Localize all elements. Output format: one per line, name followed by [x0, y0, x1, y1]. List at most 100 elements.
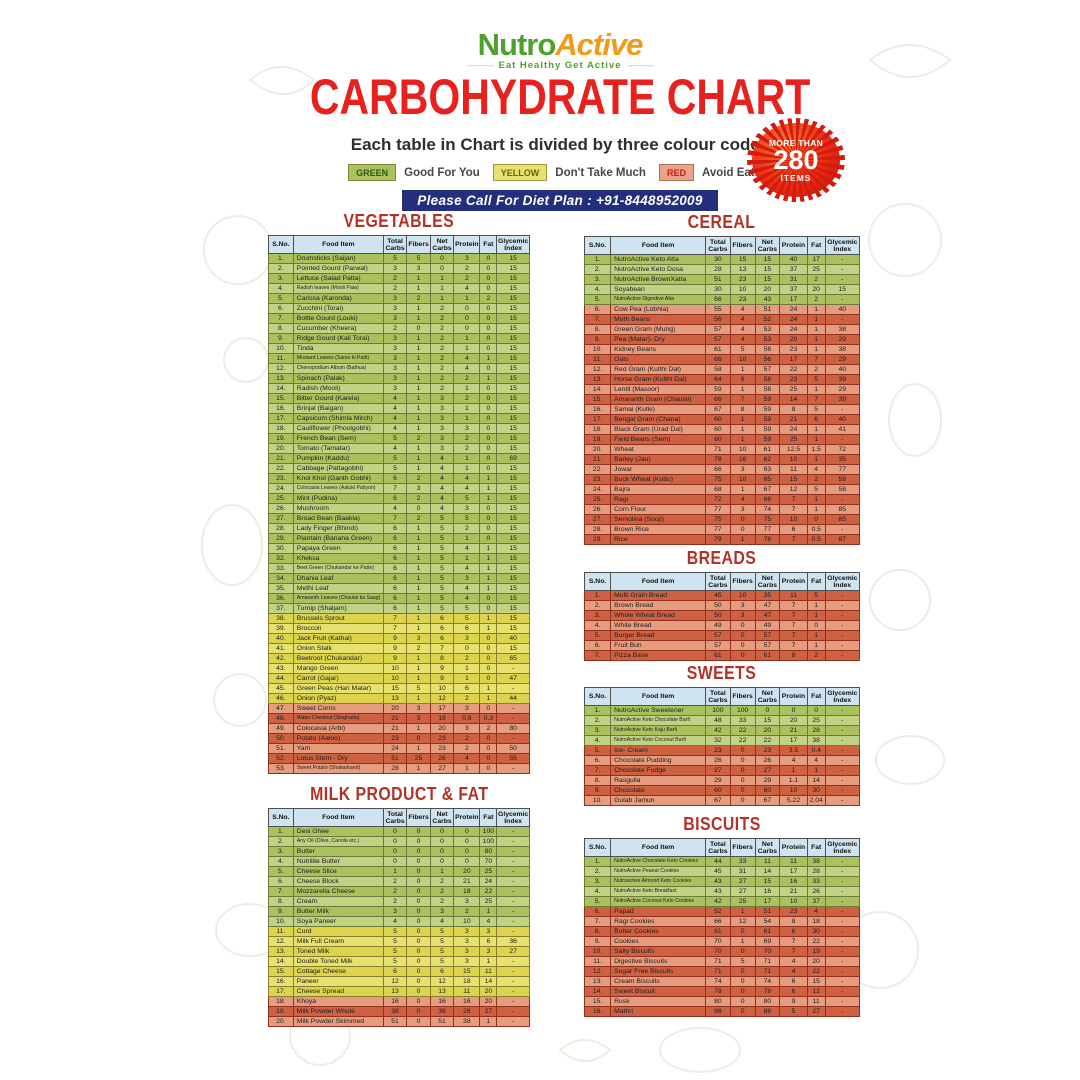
value-cell: 15: [496, 293, 530, 304]
value-cell: 27: [729, 876, 756, 887]
value-cell: 15: [496, 573, 530, 584]
food-item-cell: Tinda: [292, 343, 384, 354]
value-cell: -: [496, 996, 530, 1007]
value-cell: 75: [705, 474, 731, 485]
value-cell: 32: [705, 735, 731, 746]
value-cell: 4: [453, 583, 481, 594]
table-row: 1. NutroActive Sweetener 100 100 0 0 0-: [583, 705, 861, 716]
food-item-cell: Capsicum (Shimla Mirch): [292, 413, 384, 424]
table-row: 37. Turnip (Shaljam) 6 1 5 5 0 15: [268, 603, 530, 614]
value-cell: 9: [429, 663, 455, 674]
value-cell: 2: [806, 294, 826, 305]
food-item-cell: Potato (Aaloo): [292, 733, 384, 744]
value-cell: 15: [496, 463, 530, 474]
food-item-cell: Black Gram (Urad Dal): [610, 424, 706, 435]
value-cell: 47.: [268, 703, 294, 714]
food-item-cell: Sweet Potato (Shakarkand): [292, 763, 384, 774]
value-cell: -: [496, 703, 530, 714]
value-cell: 72: [824, 444, 861, 455]
header-row: S.No. Food Item Total Carbs Fibers Net Carbs…: [583, 838, 861, 857]
value-cell: 23: [779, 374, 808, 385]
column-header: Glycemic Index: [824, 572, 861, 591]
value-cell: 31: [729, 866, 756, 877]
column-header: Fibers: [729, 687, 756, 706]
value-cell: 4.: [268, 283, 294, 294]
table-row: 23. Buck Wheat (Kuttu) 75 10 65 15 2 58: [583, 474, 861, 485]
column-header: Fibers: [729, 838, 756, 857]
value-cell: 0: [729, 745, 756, 756]
value-cell: 1: [806, 504, 826, 515]
value-cell: 80: [479, 846, 498, 857]
value-cell: 27: [754, 765, 781, 776]
column-header: Protein: [779, 236, 808, 255]
value-cell: 57: [754, 640, 781, 651]
value-cell: 1: [479, 583, 498, 594]
value-cell: 87: [824, 534, 861, 545]
value-cell: 0: [729, 1006, 756, 1017]
value-cell: 10: [453, 916, 481, 927]
value-cell: 15: [496, 643, 530, 654]
food-item-cell: Brown Rice: [610, 524, 706, 535]
value-cell: 2: [382, 886, 408, 897]
value-cell: 0: [406, 1016, 431, 1027]
value-cell: -: [824, 906, 861, 917]
value-cell: 1: [406, 543, 431, 554]
value-cell: 5: [453, 603, 481, 614]
food-item-cell: Cookies: [610, 936, 706, 947]
food-item-cell: Fruit Bun: [610, 640, 706, 651]
value-cell: 1: [406, 563, 431, 574]
value-cell: 100: [705, 705, 731, 716]
column-header: Total Carbs: [705, 236, 731, 255]
value-cell: 10: [779, 896, 808, 907]
value-cell: 19.: [268, 1006, 294, 1017]
food-item-cell: Tomato (Tamatar): [292, 443, 384, 454]
value-cell: 50: [496, 743, 530, 754]
table-row: 46. Onion (Pyaz) 13 1 12 2 1 44: [268, 693, 530, 704]
food-item-cell: Papaya Green: [292, 543, 384, 554]
value-cell: 18: [453, 976, 481, 987]
value-cell: 6: [382, 603, 408, 614]
food-item-cell: Radish leaves (Mooli Pata): [292, 283, 384, 294]
value-cell: 1: [382, 866, 408, 877]
value-cell: 6.: [268, 876, 294, 887]
table-row: 2. Brown Bread 50 3 47 7 1-: [583, 600, 861, 611]
value-cell: 6: [806, 414, 826, 425]
food-item-cell: Sweet Corns: [292, 703, 384, 714]
food-item-cell: Pointed Gourd (Parwal): [292, 263, 384, 274]
value-cell: 51: [382, 753, 408, 764]
value-cell: 15: [496, 423, 530, 434]
value-cell: 5: [382, 433, 408, 444]
value-cell: 4: [779, 966, 808, 977]
value-cell: 10: [729, 354, 756, 365]
value-cell: 24.: [583, 484, 612, 495]
food-item-cell: Bottle Gourd (Louki): [292, 313, 384, 324]
value-cell: 57: [705, 640, 731, 651]
value-cell: 1: [429, 293, 455, 304]
value-cell: 0: [479, 593, 498, 604]
table-row: 39. Broccoli 7 1 6 6 1 15: [268, 623, 530, 634]
food-item-cell: Brinjal (Baigan): [292, 403, 384, 414]
value-cell: 8: [779, 650, 808, 661]
value-cell: 11.: [583, 956, 612, 967]
legend-label: Don't Take Much: [555, 166, 646, 179]
value-cell: 1: [406, 603, 431, 614]
value-cell: 0: [479, 423, 498, 434]
value-cell: 20: [429, 723, 455, 734]
value-cell: 26: [705, 755, 731, 766]
table-row: 14. Double Toned Milk 5 0 5 3 1-: [268, 956, 530, 967]
value-cell: 1: [779, 765, 808, 776]
food-item-cell: Turnip (Shaljam): [292, 603, 384, 614]
milk-product-fat-table-section: MILK PRODUCT & FAT S.No. Food Item Total Ca…: [268, 784, 530, 1027]
value-cell: 15: [496, 333, 530, 344]
food-item-cell: Colocasia Leaves (Aaluki Patiyon): [292, 483, 384, 494]
table-row: 26. Corn Flour 77 3 74 7 1 85: [583, 504, 861, 515]
value-cell: 25: [479, 866, 498, 877]
value-cell: 39: [824, 394, 861, 405]
table-row: 9. Ridge Gourd (Kali Torai) 3 1 2 1 0 15: [268, 333, 530, 344]
value-cell: -: [824, 254, 861, 265]
value-cell: 24: [779, 424, 808, 435]
value-cell: 66: [705, 354, 731, 365]
value-cell: 6: [779, 926, 808, 937]
value-cell: 0: [479, 273, 498, 284]
value-cell: 47: [496, 673, 530, 684]
